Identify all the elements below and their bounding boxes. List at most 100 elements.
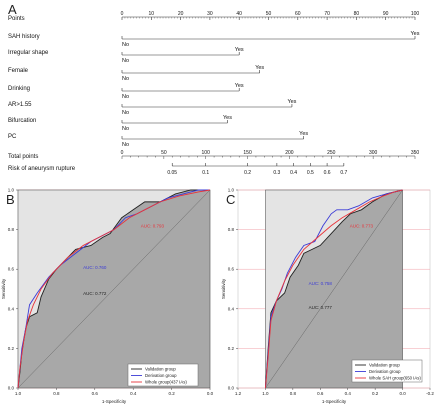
- roc-chart-c: AUC: 0.773 AUC: 0.758 AUC: 0.777 1.2 1.0 0.8 0…: [221, 188, 434, 405]
- points-tick-label: 60: [295, 11, 301, 17]
- predictor-yes-label: Yes: [299, 131, 308, 137]
- y-tick-label: 0.6: [8, 267, 15, 272]
- points-tick-label: 80: [354, 11, 360, 17]
- total-tick-label: 0: [121, 150, 124, 156]
- auc-label: AUC: 0.773: [350, 224, 374, 229]
- x-tick-label: 0.4: [130, 391, 137, 396]
- predictor-yes-label: Yes: [411, 31, 420, 37]
- predictor-no-label: No: [122, 126, 129, 132]
- x-tick-label: 1.2: [235, 391, 242, 396]
- y-tick-label: 0.0: [228, 386, 235, 391]
- predictor-yes-label: Yes: [235, 83, 244, 89]
- predictor-no-label: No: [122, 58, 129, 64]
- roc-curve: [264, 189, 403, 389]
- risk-tick-label: 0.2: [244, 170, 251, 176]
- nomogram-chart: Points 0 10 20 30 40 50 60 70 80 90 100 SAH history N…: [8, 11, 420, 176]
- x-tick-label: 0.6: [92, 391, 99, 396]
- panel-label-b: B: [6, 192, 15, 207]
- y-axis-label: Sensitivity: [221, 278, 226, 299]
- y-tick-label: 0.2: [8, 346, 15, 351]
- predictor-name: Irregular shape: [8, 50, 49, 56]
- x-tick-label: 0.0: [207, 391, 214, 396]
- x-tick-label: 0.8: [290, 391, 297, 396]
- risk-tick-label: 0.05: [167, 170, 177, 176]
- x-tick-label: 0.4: [345, 391, 352, 396]
- x-axis-label: 1-Specificity: [102, 399, 127, 404]
- points-tick-label: 10: [149, 11, 155, 17]
- total-tick-label: 100: [202, 150, 211, 156]
- risk-axis-label: Risk of aneurysm rupture: [8, 166, 76, 172]
- predictor-name: SAH history: [8, 34, 40, 40]
- risk-tick-label: 0.7: [340, 170, 347, 176]
- legend-entry: Whole SAH group(650 IAs): [369, 376, 421, 381]
- legend-box: [351, 359, 423, 383]
- points-tick-label: 70: [324, 11, 330, 17]
- predictor-yes-label: Yes: [223, 115, 232, 121]
- points-tick-label: 30: [207, 11, 213, 17]
- auc-label: AUC: 0.760: [83, 265, 107, 270]
- x-tick-label: -0.2: [426, 391, 434, 396]
- legend-entry: Derivation group: [145, 373, 177, 378]
- predictor-no-label: No: [122, 142, 129, 148]
- points-tick-label: 100: [411, 11, 420, 17]
- predictor-no-label: No: [122, 76, 129, 82]
- auc-label: AUC: 0.758: [309, 281, 333, 286]
- panel-label-c: C: [226, 192, 236, 207]
- predictor-name: Female: [8, 68, 29, 74]
- predictor-yes-label: Yes: [255, 65, 264, 71]
- unit-box: [265, 189, 403, 389]
- upper-area: [265, 190, 403, 388]
- predictor-name: Bifurcation: [8, 118, 36, 124]
- legend-entry: Derivation group: [369, 369, 401, 374]
- legend-entry: Whole group(437 IAs): [145, 380, 187, 385]
- y-tick-label: 1.0: [8, 188, 15, 193]
- risk-tick-label: 0.3: [273, 170, 280, 176]
- y-tick-label: 0.6: [228, 267, 235, 272]
- predictor-name: AR>1.55: [8, 102, 32, 108]
- predictor-name: Drinking: [8, 86, 30, 92]
- y-tick-label: 0.2: [228, 346, 235, 351]
- total-tick-label: 350: [411, 150, 420, 156]
- x-tick-label: 0.2: [372, 391, 379, 396]
- points-tick-label: 90: [383, 11, 389, 17]
- total-axis-label: Total points: [8, 154, 38, 160]
- unit-box: [17, 189, 211, 389]
- points-tick-label: 0: [121, 11, 124, 17]
- predictor-name: PC: [8, 134, 17, 140]
- predictor-no-label: No: [122, 42, 129, 48]
- total-tick-label: 300: [369, 150, 378, 156]
- predictor-no-label: No: [122, 94, 129, 100]
- total-tick-label: 50: [161, 150, 167, 156]
- points-tick-label: 50: [266, 11, 272, 17]
- x-tick-label: 1.0: [15, 391, 22, 396]
- total-tick-label: 200: [285, 150, 294, 156]
- legend-entry: Validation group: [369, 363, 400, 368]
- risk-tick-label: 0.5: [307, 170, 314, 176]
- auc-label: AUC: 0.777: [309, 305, 333, 310]
- predictor-yes-label: Yes: [287, 99, 296, 105]
- roc-chart-b: AUC: 0.793 AUC: 0.760 AUC: 0.772 1.0 0.8 0.6 0…: [1, 188, 214, 405]
- y-tick-label: 0.0: [8, 386, 15, 391]
- risk-tick-label: 0.6: [324, 170, 331, 176]
- points-tick-label: 20: [178, 11, 184, 17]
- x-axis-label: 1-Specificity: [322, 399, 347, 404]
- diagonal-line: [265, 189, 403, 389]
- risk-tick-label: 0.4: [290, 170, 297, 176]
- y-axis-label: Sensitivity: [1, 278, 6, 299]
- y-tick-label: 0.4: [228, 306, 235, 311]
- predictor-yes-label: Yes: [235, 47, 244, 53]
- roc-curve: [17, 189, 211, 389]
- predictor-no-label: No: [122, 110, 129, 116]
- legend-box: [127, 363, 199, 387]
- risk-tick-label: 0.1: [202, 170, 209, 176]
- upper-area: [18, 190, 210, 388]
- x-tick-label: 0.2: [168, 391, 175, 396]
- y-tick-label: 1.0: [228, 188, 235, 193]
- x-tick-label: 0.0: [399, 391, 406, 396]
- diagonal-line: [17, 189, 211, 389]
- x-tick-label: 0.8: [53, 391, 60, 396]
- auc-label: AUC: 0.793: [141, 224, 165, 229]
- panel-label-a: A: [8, 2, 17, 17]
- legend-entry: Validation group: [145, 367, 176, 372]
- total-tick-label: 250: [327, 150, 336, 156]
